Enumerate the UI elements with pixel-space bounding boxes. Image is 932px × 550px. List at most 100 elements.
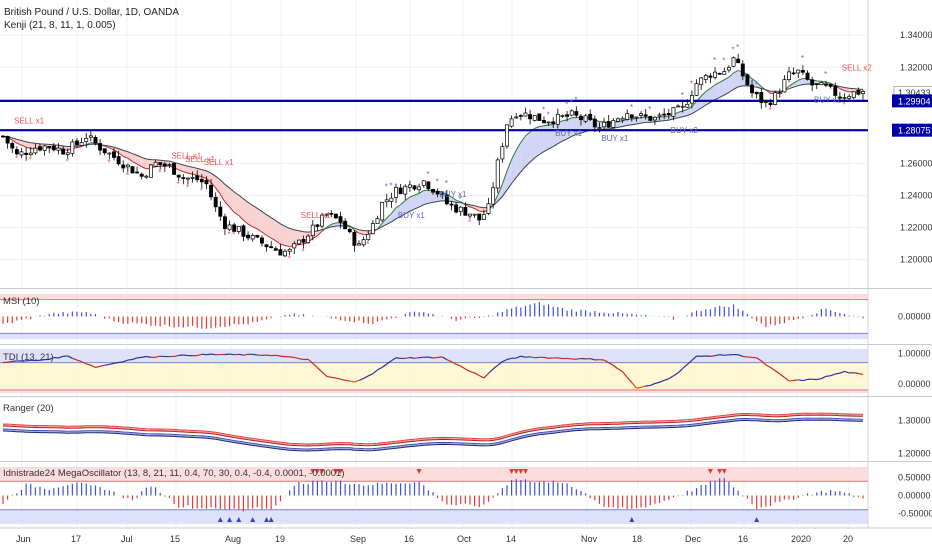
ema-fast-segment [788, 82, 794, 87]
ema-fast-segment [691, 101, 697, 107]
tdi-line-segment [816, 377, 822, 381]
candle-body [158, 162, 163, 166]
candle-body [232, 224, 237, 232]
sell-signal-label: SELL x1 [301, 211, 331, 220]
tdi-line-segment [710, 355, 716, 357]
candle-body [185, 177, 190, 180]
ema-fast-segment [312, 235, 318, 239]
ema-fast-segment [326, 223, 332, 228]
ranger-line [2, 412, 864, 445]
candle-body [824, 83, 828, 86]
candle-body [259, 237, 264, 244]
symbol-title: British Pound / U.S. Dollar, 1D, OANDA [4, 7, 180, 18]
ema-cloud-segment [511, 150, 517, 184]
ema-fast-segment [127, 157, 133, 162]
ema-cloud-segment [710, 84, 716, 103]
candle-body [70, 141, 75, 154]
ema-fast-segment [751, 78, 757, 83]
tdi-line-segment [118, 361, 124, 364]
tdi-line-segment [793, 379, 799, 382]
candle-body [218, 206, 223, 217]
candle-body [283, 250, 287, 257]
buy-triangle-marker [268, 517, 274, 522]
time-axis-tick: Oct [457, 534, 472, 544]
buy-signal-label: BUY x1 [601, 134, 629, 143]
candle-body [38, 146, 42, 151]
candle-body [440, 193, 445, 195]
ema-cloud-segment [567, 117, 572, 139]
candle-body [643, 114, 648, 117]
candle-body [65, 152, 70, 155]
ranger-axis-tick: 1.30000 [898, 415, 931, 425]
signal-star-marker: * [158, 169, 161, 178]
ema-fast-segment [233, 212, 240, 216]
ema-fast-segment [377, 222, 383, 230]
sell-triangle-marker [518, 469, 524, 474]
ema-cloud-segment [30, 142, 36, 149]
ema-fast-segment [381, 217, 388, 224]
candle-body [620, 117, 625, 121]
ema-cloud-segment [183, 165, 188, 174]
tdi-line-segment [441, 356, 448, 361]
ema-fast-segment [793, 79, 799, 84]
ema-cloud-segment [391, 207, 397, 222]
ema-cloud-segment [793, 80, 799, 88]
candle-body [528, 114, 533, 120]
ema-fast-segment [409, 194, 415, 198]
candle-body [634, 116, 639, 119]
ema-cloud-segment [234, 191, 239, 216]
signal-star-marker: * [389, 182, 392, 191]
ema-cloud-segment [211, 173, 216, 188]
tdi-line-segment [446, 359, 452, 363]
candle-body [814, 83, 819, 85]
ema-fast-segment [16, 142, 22, 146]
candle-body [652, 116, 657, 121]
candle-body [107, 152, 112, 155]
time-axis-tick: Dec [685, 534, 702, 544]
candle-body [532, 115, 537, 121]
candle-body [121, 164, 126, 169]
candle-body [828, 84, 833, 87]
candle-body [181, 177, 186, 179]
tdi-line-segment [516, 355, 522, 359]
tdi-line-segment [747, 356, 753, 359]
tdi-line-segment [368, 373, 374, 377]
candle-body [592, 118, 597, 128]
tdi-line-segment [659, 379, 665, 383]
pane-title-tdi: TDI (13, 21) [3, 352, 54, 363]
signal-star-marker: * [459, 195, 462, 204]
ema-cloud-segment [275, 220, 281, 245]
candle-body [88, 135, 93, 138]
tdi-line-segment [835, 372, 840, 375]
buy-triangle-marker [227, 517, 233, 522]
ema-cloud-segment [289, 228, 295, 247]
ema-fast-segment [400, 200, 406, 205]
ema-cloud-segment [664, 116, 669, 121]
ema-fast-segment [414, 192, 420, 196]
tdi-line-segment [474, 372, 480, 377]
ema-fast-segment [534, 126, 540, 129]
ema-fast-segment [243, 219, 249, 225]
candle-body [583, 115, 588, 122]
tdi-line-segment [774, 370, 781, 375]
ema-fast-segment [839, 88, 845, 92]
ranger-line [2, 413, 864, 446]
signal-star-marker: * [801, 54, 804, 63]
sell-triangle-marker [416, 469, 422, 474]
candle-body [773, 92, 778, 105]
tdi-line-segment [543, 356, 549, 359]
ema-fast-segment [677, 110, 683, 113]
candle-body [542, 119, 546, 124]
candle-body [833, 85, 838, 96]
tdi-line-segment [377, 366, 383, 371]
candle-body [468, 213, 472, 217]
candle-body [403, 185, 408, 195]
ema-cloud-segment [386, 213, 392, 225]
candle-body [791, 72, 796, 75]
tdi-line-segment [668, 375, 674, 380]
tdi-line-segment [784, 376, 790, 382]
candle-body [135, 171, 140, 174]
tdi-line-segment [275, 354, 281, 357]
tdi-line-segment [691, 355, 697, 361]
